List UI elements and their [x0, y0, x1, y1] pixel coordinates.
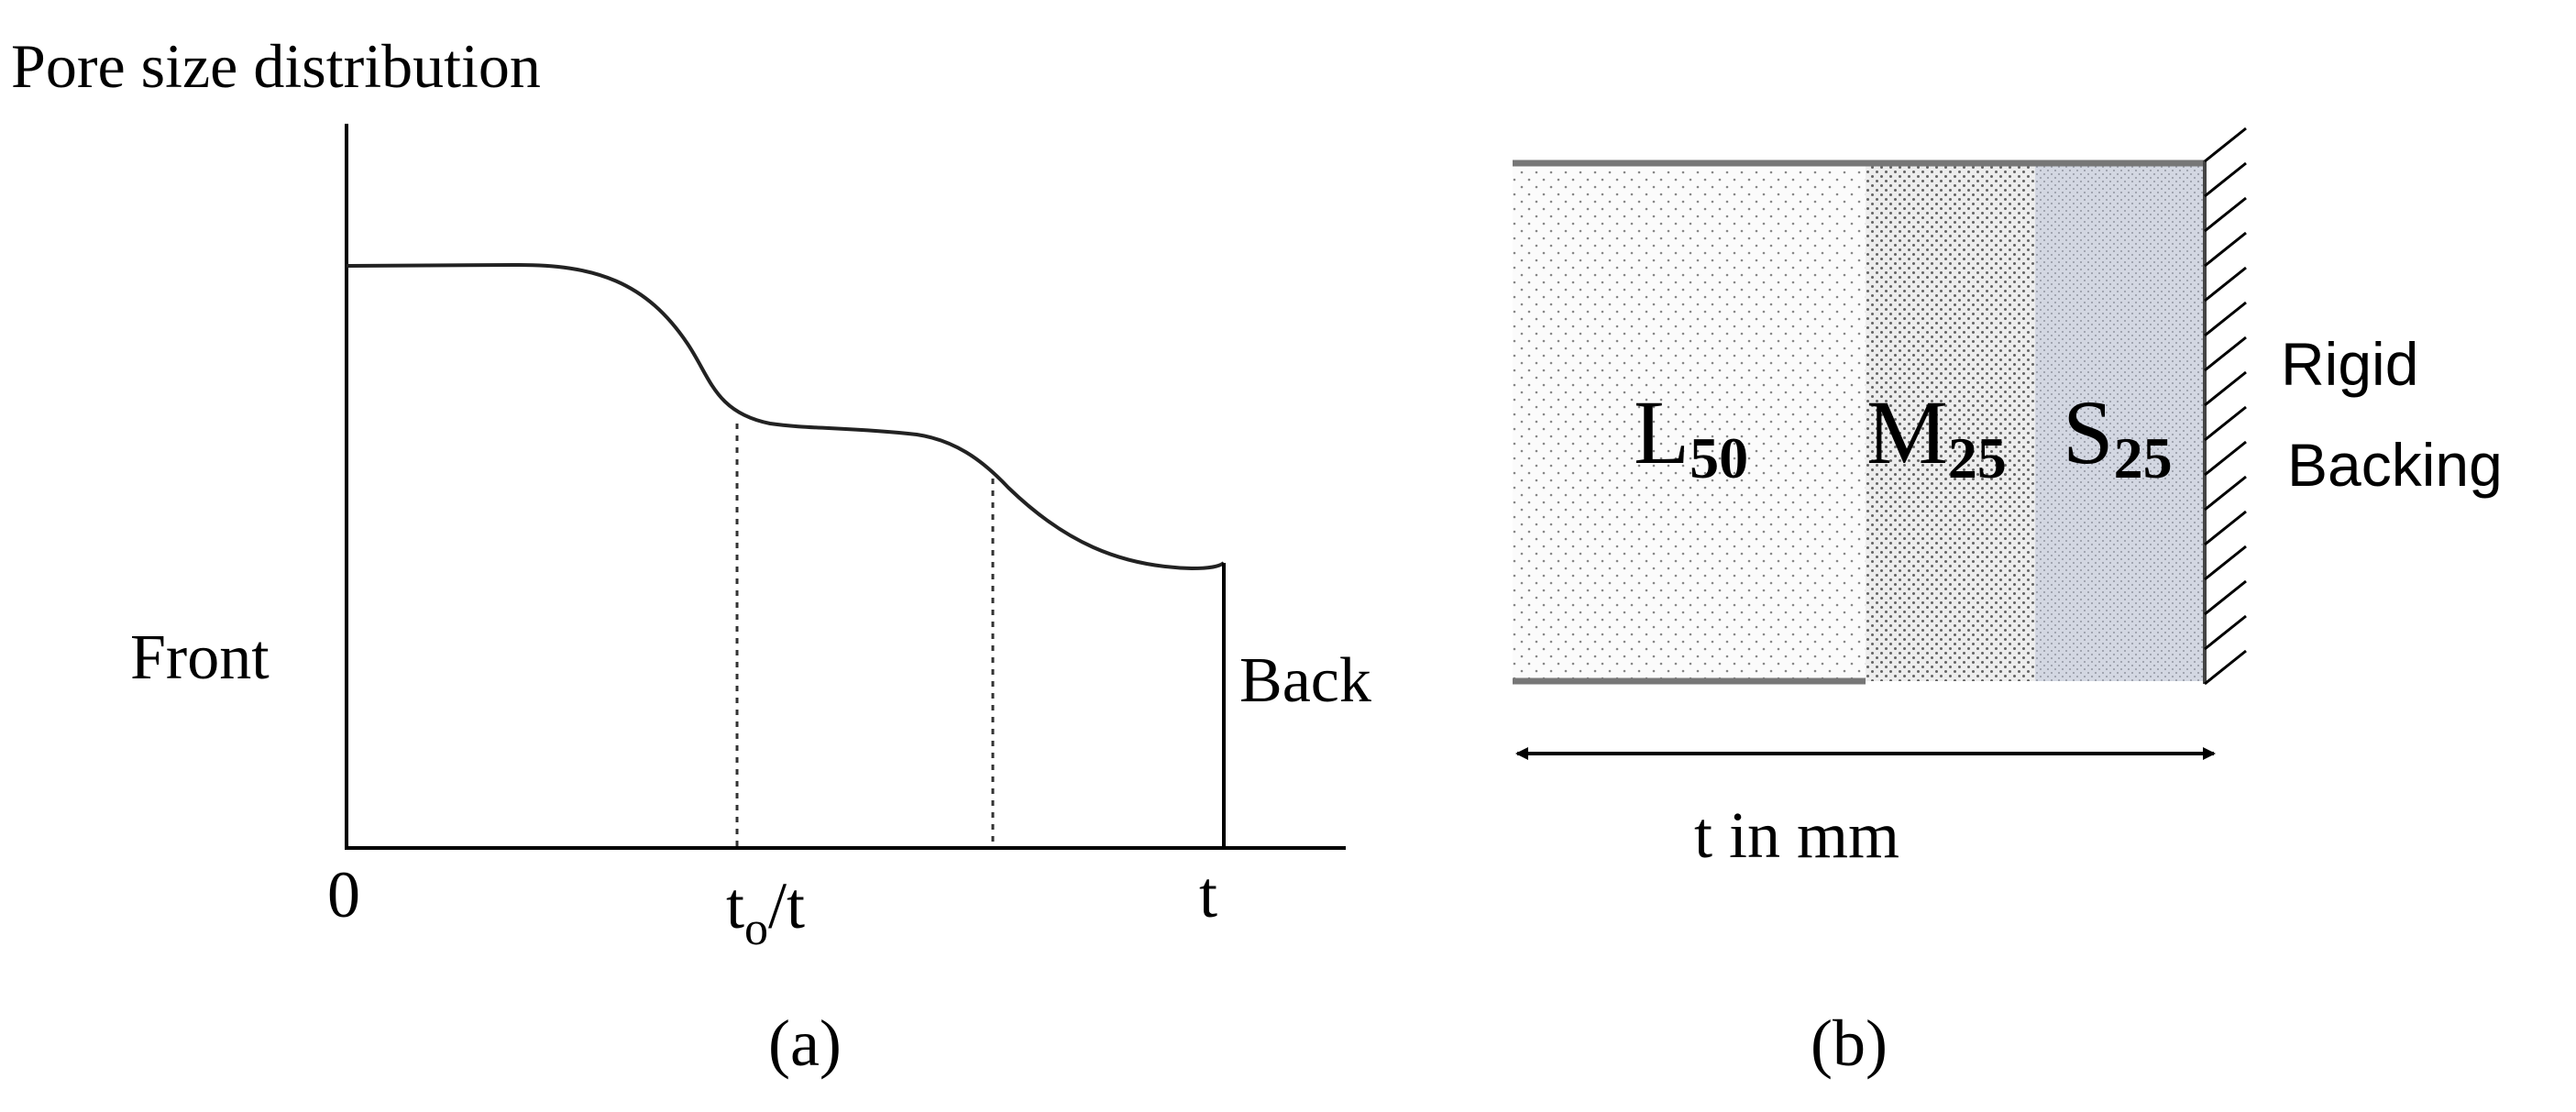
rigid-backing-hatching: [2204, 127, 2247, 686]
layer-s25: [2035, 163, 2205, 681]
hatch-mark: [2204, 405, 2247, 442]
layer-l50: [1513, 163, 1866, 681]
hatch-mark: [2204, 475, 2247, 512]
hatch-mark: [2204, 161, 2247, 198]
hatch-mark: [2204, 649, 2247, 686]
hatch-mark: [2204, 196, 2247, 233]
hatch-mark: [2204, 579, 2247, 616]
x-tick-origin: 0: [327, 858, 360, 931]
hatch-mark: [2204, 614, 2247, 651]
panel-a: Pore size distribution Front Back 0 to/t…: [11, 31, 1371, 1080]
front-label: Front: [130, 622, 270, 693]
panel-b-caption: (b): [1811, 1007, 1888, 1080]
hatch-mark: [2204, 440, 2247, 477]
hatch-mark: [2204, 127, 2247, 163]
rigid-backing-label-line2: Backing: [2287, 431, 2503, 499]
layer-label-l50: L50: [1634, 381, 1748, 490]
hatch-mark: [2204, 510, 2247, 546]
hatch-mark: [2204, 301, 2247, 337]
hatch-mark: [2204, 336, 2247, 372]
x-tick-end: t: [1199, 858, 1217, 931]
back-label: Back: [1239, 645, 1371, 716]
panel-a-caption: (a): [768, 1007, 842, 1080]
rigid-backing-label-line1: Rigid: [2281, 330, 2418, 398]
hatch-mark: [2204, 545, 2247, 581]
x-tick-t0-over-t: to/t: [726, 869, 805, 955]
hatch-mark: [2204, 370, 2247, 407]
layer-label-s25: S25: [2063, 381, 2173, 490]
hatch-mark: [2204, 266, 2247, 303]
hatch-mark: [2204, 231, 2247, 268]
y-axis-title: Pore size distribution: [11, 31, 541, 101]
thickness-label: t in mm: [1694, 798, 1899, 872]
layer-m25: [1866, 163, 2035, 681]
distribution-curve: [346, 262, 1226, 571]
layer-label-m25: M25: [1866, 381, 2007, 490]
panel-b: L50 M25 S25 Rigid Backing t in mm (b): [1513, 127, 2503, 1080]
